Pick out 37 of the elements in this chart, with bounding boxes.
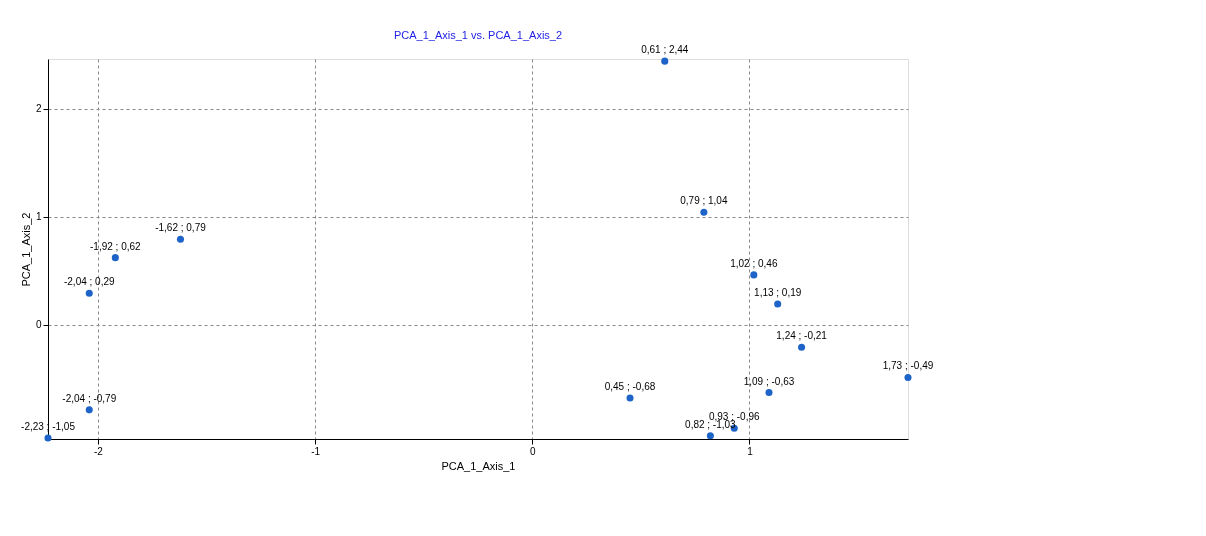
x-tick-label: 1 <box>747 445 754 457</box>
point <box>176 235 185 243</box>
text: -2,23 ; -1,05 <box>21 420 75 432</box>
text: 0,61 ; 2,44 <box>641 44 689 56</box>
point <box>774 300 782 308</box>
text: 0,79 ; 1,04 <box>680 195 728 207</box>
point <box>798 343 806 351</box>
point <box>706 432 714 440</box>
point <box>700 208 708 216</box>
text: -2,04 ; -0,79 <box>62 392 117 404</box>
point <box>85 406 93 414</box>
point <box>765 389 773 397</box>
point <box>626 394 634 402</box>
chart-title: PCA_1_Axis_1 vs. PCA_1_Axis_2 <box>393 29 563 42</box>
y-tick-label: 1 <box>35 211 42 223</box>
text: -1,92 ; 0,62 <box>90 240 141 252</box>
y-tick-label: 0 <box>35 319 42 331</box>
text: 1,73 ; -0,49 <box>882 360 934 372</box>
text: 1,09 ; -0,63 <box>743 375 795 387</box>
point <box>44 434 52 442</box>
y-axis-title: PCA_1_Axis_2 <box>19 212 32 287</box>
point <box>750 271 758 279</box>
text: -2,04 ; 0,29 <box>63 276 115 288</box>
x-tick-label: -1 <box>311 445 321 457</box>
point <box>85 289 93 297</box>
point <box>111 254 119 262</box>
text: -1,62 ; 0,79 <box>155 222 206 234</box>
text: 1,24 ; -0,21 <box>776 330 827 342</box>
x-axis-title: PCA_1_Axis_1 <box>441 459 516 472</box>
text: 1,13 ; 0,19 <box>754 287 802 299</box>
point <box>661 57 669 65</box>
text: 1,02 ; 0,46 <box>730 257 778 269</box>
point <box>904 373 912 381</box>
y-tick-label: 2 <box>35 103 42 115</box>
x-tick-label: -2 <box>94 445 104 457</box>
text: 0,45 ; -0,68 <box>604 380 656 392</box>
x-tick-label: 0 <box>530 445 537 457</box>
